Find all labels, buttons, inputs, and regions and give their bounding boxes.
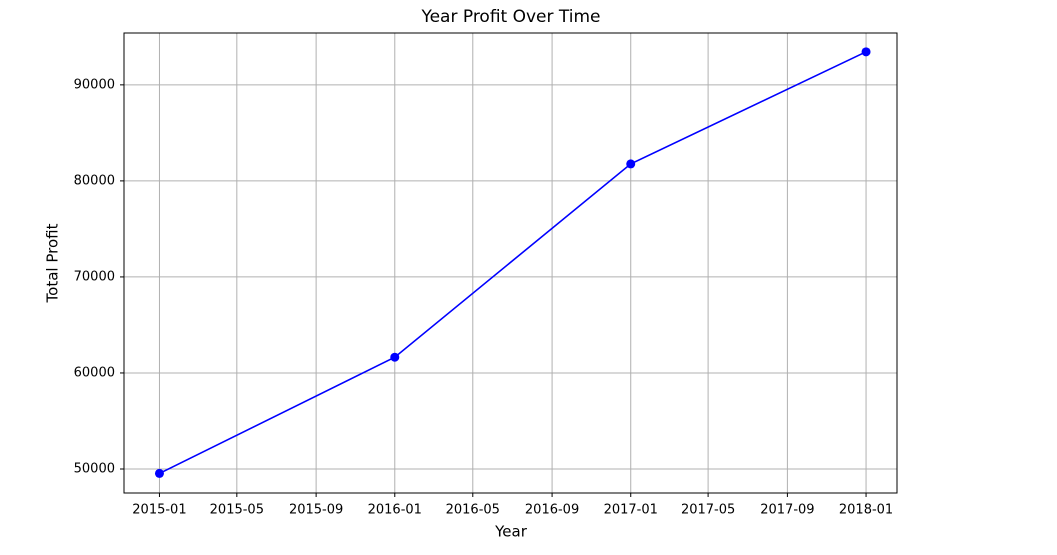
x-tick-label: 2017-09 <box>760 503 814 518</box>
plot-frame <box>123 32 898 494</box>
x-tick-label: 2017-05 <box>681 503 735 518</box>
data-point <box>390 352 400 362</box>
x-tick-label: 2018-01 <box>839 503 893 518</box>
y-tick-label: 70000 <box>74 269 115 284</box>
chart-title: Year Profit Over Time <box>420 7 600 27</box>
y-tick-label: 50000 <box>74 461 115 476</box>
x-tick-label: 2017-01 <box>604 503 658 518</box>
x-tick-label: 2016-05 <box>446 503 500 518</box>
y-tick-label: 90000 <box>74 77 115 92</box>
data-point <box>154 468 164 478</box>
y-tick-label: 80000 <box>74 173 115 188</box>
y-axis-label: Total Profit <box>44 223 62 303</box>
data-point <box>626 159 636 169</box>
x-axis-label: Year <box>494 523 528 541</box>
x-tick-label: 2016-09 <box>525 503 579 518</box>
x-tick-label: 2015-05 <box>210 503 264 518</box>
x-tick-label: 2015-09 <box>289 503 343 518</box>
y-tick-label: 60000 <box>74 365 115 380</box>
x-tick-label: 2016-01 <box>368 503 422 518</box>
data-line <box>159 51 867 475</box>
data-point <box>861 47 871 57</box>
x-tick-label: 2015-01 <box>132 503 186 518</box>
